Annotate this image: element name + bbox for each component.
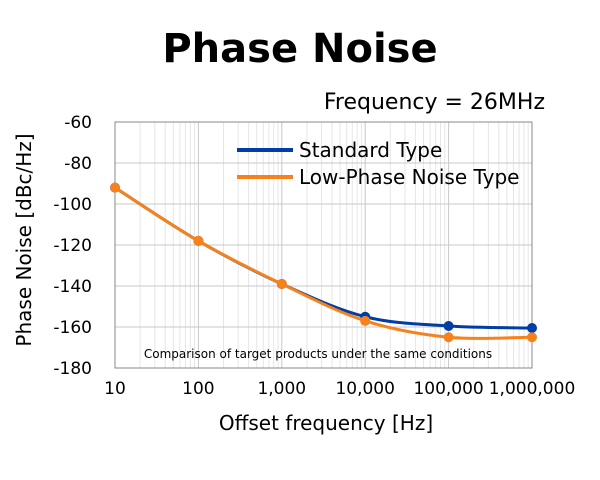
data-point-standard <box>527 323 537 334</box>
data-point-low-phase-noise <box>276 278 287 289</box>
x-tick-label: 100 <box>182 379 214 399</box>
x-tick-label: 1,000,000 <box>489 379 576 399</box>
legend: Standard Type Low-Phase Noise Type <box>237 138 519 189</box>
y-axis-label: Phase Noise [dBc/Hz] <box>12 133 36 346</box>
plot-frame <box>114 121 533 369</box>
x-axis-label: Offset frequency [Hz] <box>219 411 433 435</box>
data-point-standard <box>443 320 454 331</box>
data-point-low-phase-noise <box>193 235 204 246</box>
data-point-low-phase-noise <box>360 315 371 326</box>
y-tick-label: -60 <box>64 113 92 133</box>
y-tick-label: -180 <box>53 359 92 379</box>
chart-subtitle: Frequency = 26MHz <box>324 90 545 115</box>
data-point-low-phase-noise <box>110 182 120 193</box>
x-tick-label: 100,000 <box>413 379 483 399</box>
legend-label-standard: Standard Type <box>299 138 442 162</box>
data-point-low-phase-noise <box>527 332 537 343</box>
chart-annotation: Comparison of target products under the … <box>144 347 492 361</box>
y-tick-label: -140 <box>53 277 92 297</box>
chart-title: Phase Noise <box>162 26 437 72</box>
x-tick-label: 1,000 <box>257 379 306 399</box>
y-tick-label: -160 <box>53 318 92 338</box>
x-axis-ticks: 10 100 1,000 10,000 100,000 1,000,000 <box>104 379 575 399</box>
data-point-low-phase-noise <box>443 332 454 343</box>
series-layer <box>110 182 537 343</box>
y-tick-label: -100 <box>53 195 92 215</box>
series-line-low-phase-noise <box>114 186 533 340</box>
series-line-standard <box>114 186 533 330</box>
x-tick-label: 10,000 <box>335 379 394 399</box>
y-tick-label: -120 <box>53 236 92 256</box>
y-axis-ticks: -60 -80 -100 -120 -140 -160 -180 <box>53 113 92 379</box>
x-tick-label: 10 <box>104 379 126 399</box>
y-tick-label: -80 <box>64 154 92 174</box>
legend-label-low-phase-noise: Low-Phase Noise Type <box>299 165 519 189</box>
